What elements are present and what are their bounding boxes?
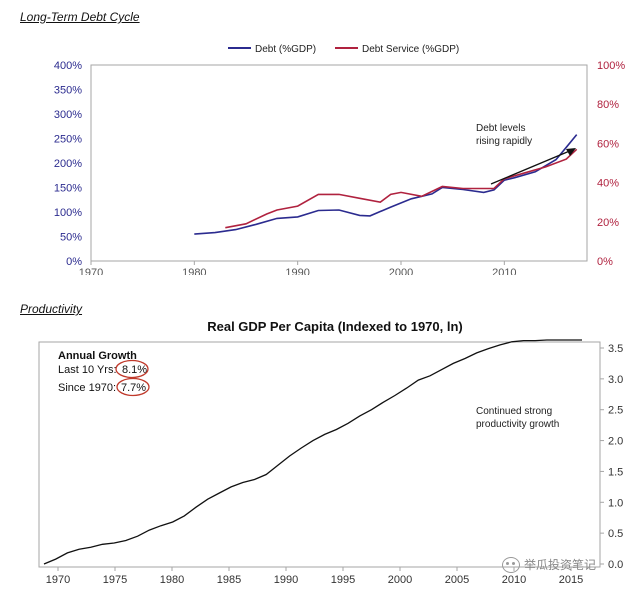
- wechat-icon: [502, 556, 520, 573]
- annual-growth-title: Annual Growth: [58, 350, 137, 362]
- x-tick-label: 1975: [103, 574, 127, 586]
- left-tick-label: 50%: [60, 232, 82, 244]
- left-tick-label: 300%: [54, 109, 82, 121]
- last-10-label: Last 10 Yrs:: [58, 364, 117, 376]
- x-tick-label: 1995: [331, 574, 355, 586]
- x-tick-label: 2000: [389, 267, 413, 275]
- since-1970-value: 7.7%: [121, 382, 146, 394]
- y-tick-label: 1.5: [608, 466, 623, 478]
- x-tick-label: 2000: [388, 574, 412, 586]
- x-tick-label: 2010: [502, 574, 526, 586]
- note-line-2: productivity growth: [476, 419, 559, 430]
- debt-cycle-section-title: Long-Term Debt Cycle: [20, 10, 140, 24]
- right-tick-label: 60%: [597, 138, 619, 150]
- debt-cycle-chart: Debt (%GDP) Debt Service (%GDP) 0% 50% 100…: [54, 44, 625, 275]
- y-tick-label: 3.5: [608, 343, 623, 355]
- x-tick-label: 1970: [79, 267, 103, 275]
- y-tick-label: 3.0: [608, 374, 623, 386]
- x-axis: 1970 1975 1980 1985 1990 1995 2000 2005 2010 2015: [46, 567, 583, 586]
- x-tick-label: 1980: [160, 574, 184, 586]
- last-10-highlight-circle: [115, 359, 149, 379]
- series-gdp-line: [43, 339, 582, 565]
- annotation-line-1: Debt levels: [476, 123, 525, 134]
- y-tick-label: 2.5: [608, 405, 623, 417]
- plot-frame: [38, 341, 601, 568]
- productivity-section-title: Productivity: [20, 302, 83, 316]
- series-debt-line: [194, 134, 578, 235]
- left-axis: 0% 50% 100% 150% 200% 250% 300% 350% 400%: [54, 60, 82, 268]
- annual-growth-box: Annual Growth Last 10 Yrs: 8.1% Since 19…: [58, 350, 150, 397]
- since-1970-label: Since 1970:: [58, 382, 116, 394]
- x-axis: 1970 1980 1990 2000 2010: [79, 261, 517, 275]
- legend: Debt (%GDP) Debt Service (%GDP): [228, 44, 459, 55]
- x-tick-label: 2015: [559, 574, 583, 586]
- note-line-1: Continued strong: [476, 406, 552, 417]
- right-axis: 0% 20% 40% 60% 80% 100%: [597, 60, 625, 268]
- since-1970-highlight-circle: [116, 377, 150, 397]
- right-tick-label: 40%: [597, 178, 619, 190]
- left-tick-label: 150%: [54, 183, 82, 195]
- watermark: 举瓜投资笔记: [502, 556, 596, 573]
- gdp-per-capita-chart: Real GDP Per Capita (Indexed to 1970, ln…: [38, 319, 623, 586]
- x-tick-label: 1990: [285, 267, 309, 275]
- annotation-line-2: rising rapidly: [476, 136, 532, 147]
- y-tick-label: 2.0: [608, 436, 623, 448]
- series-debt-service-line: [225, 148, 578, 229]
- y-tick-label: 0.5: [608, 528, 623, 540]
- x-tick-label: 2005: [445, 574, 469, 586]
- legend-debt-label: Debt (%GDP): [255, 44, 316, 55]
- watermark-text: 举瓜投资笔记: [524, 558, 597, 572]
- annotation-arrowhead: [566, 148, 576, 156]
- chart-title: Real GDP Per Capita (Indexed to 1970, ln…: [207, 319, 463, 334]
- y-axis: 0.0 0.5 1.0 1.5 2.0 2.5 3.0 3.5: [600, 343, 623, 571]
- x-tick-label: 1980: [182, 267, 206, 275]
- x-tick-label: 2010: [492, 267, 516, 275]
- left-tick-label: 350%: [54, 85, 82, 97]
- debt-annotation: Debt levels rising rapidly: [476, 123, 576, 185]
- x-tick-label: 1985: [217, 574, 241, 586]
- annotation-arrow: [490, 149, 573, 185]
- right-tick-label: 20%: [597, 217, 619, 229]
- y-tick-label: 0.0: [608, 559, 623, 571]
- left-tick-label: 100%: [54, 207, 82, 219]
- right-tick-label: 0%: [597, 256, 613, 268]
- left-tick-label: 0%: [66, 256, 82, 268]
- plot-frame: [90, 64, 588, 262]
- x-tick-label: 1970: [46, 574, 70, 586]
- left-tick-label: 400%: [54, 60, 82, 72]
- y-tick-label: 1.0: [608, 497, 623, 509]
- right-tick-label: 80%: [597, 99, 619, 111]
- left-tick-label: 200%: [54, 158, 82, 170]
- x-tick-label: 1990: [274, 574, 298, 586]
- legend-debt-service-label: Debt Service (%GDP): [362, 44, 459, 55]
- last-10-value: 8.1%: [122, 364, 147, 376]
- left-tick-label: 250%: [54, 134, 82, 146]
- right-tick-label: 100%: [597, 60, 625, 72]
